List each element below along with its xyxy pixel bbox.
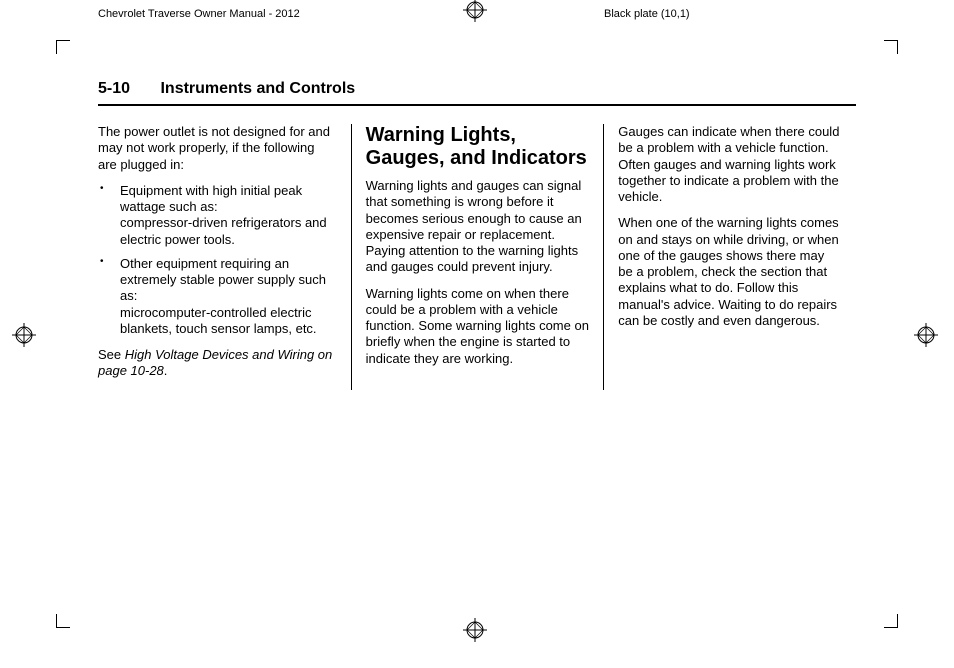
page-header: 5-10 Instruments and Controls	[98, 80, 856, 106]
col2-p2: Warning lights come on when there could …	[366, 286, 590, 367]
plate-label: Black plate (10,1)	[604, 8, 690, 20]
page-number: 5-10	[98, 80, 130, 97]
see-suffix: .	[164, 363, 168, 378]
crop-mark-br	[884, 614, 898, 628]
col2-p1: Warning lights and gauges can signal tha…	[366, 178, 590, 276]
bullet-text: compressor-driven refrigerators and elec…	[120, 215, 327, 246]
col3-p1: Gauges can indicate when there could be …	[618, 124, 842, 205]
column-1: The power outlet is not designed for and…	[98, 124, 351, 390]
col3-p2: When one of the warning lights comes on …	[618, 215, 842, 329]
col1-see-ref: See High Voltage Devices and Wiring on p…	[98, 347, 337, 380]
bullet-text: Equipment with high initial peak wattage…	[120, 183, 302, 214]
content-columns: The power outlet is not designed for and…	[98, 124, 856, 390]
list-item: Equipment with high initial peak wattage…	[98, 183, 337, 248]
header-rule	[98, 104, 856, 106]
list-item: Other equipment requiring an extremely s…	[98, 256, 337, 337]
column-2: Warning Lights, Gauges, and Indicators W…	[351, 124, 604, 390]
see-prefix: See	[98, 347, 125, 362]
bullet-text: Other equipment requiring an extremely s…	[120, 256, 326, 304]
see-reference: High Voltage Devices and Wiring on page …	[98, 347, 332, 378]
col2-heading: Warning Lights, Gauges, and Indicators	[366, 124, 590, 170]
column-3: Gauges can indicate when there could be …	[603, 124, 856, 390]
bullet-text: microcomputer-controlled electric blanke…	[120, 305, 317, 336]
crop-mark-tr	[884, 40, 898, 54]
col1-bullet-list: Equipment with high initial peak wattage…	[98, 183, 337, 337]
section-title: Instruments and Controls	[160, 80, 355, 97]
crop-mark-tl	[56, 40, 70, 54]
crop-mark-bl	[56, 614, 70, 628]
col1-intro: The power outlet is not designed for and…	[98, 124, 337, 173]
manual-title: Chevrolet Traverse Owner Manual - 2012	[98, 8, 300, 20]
